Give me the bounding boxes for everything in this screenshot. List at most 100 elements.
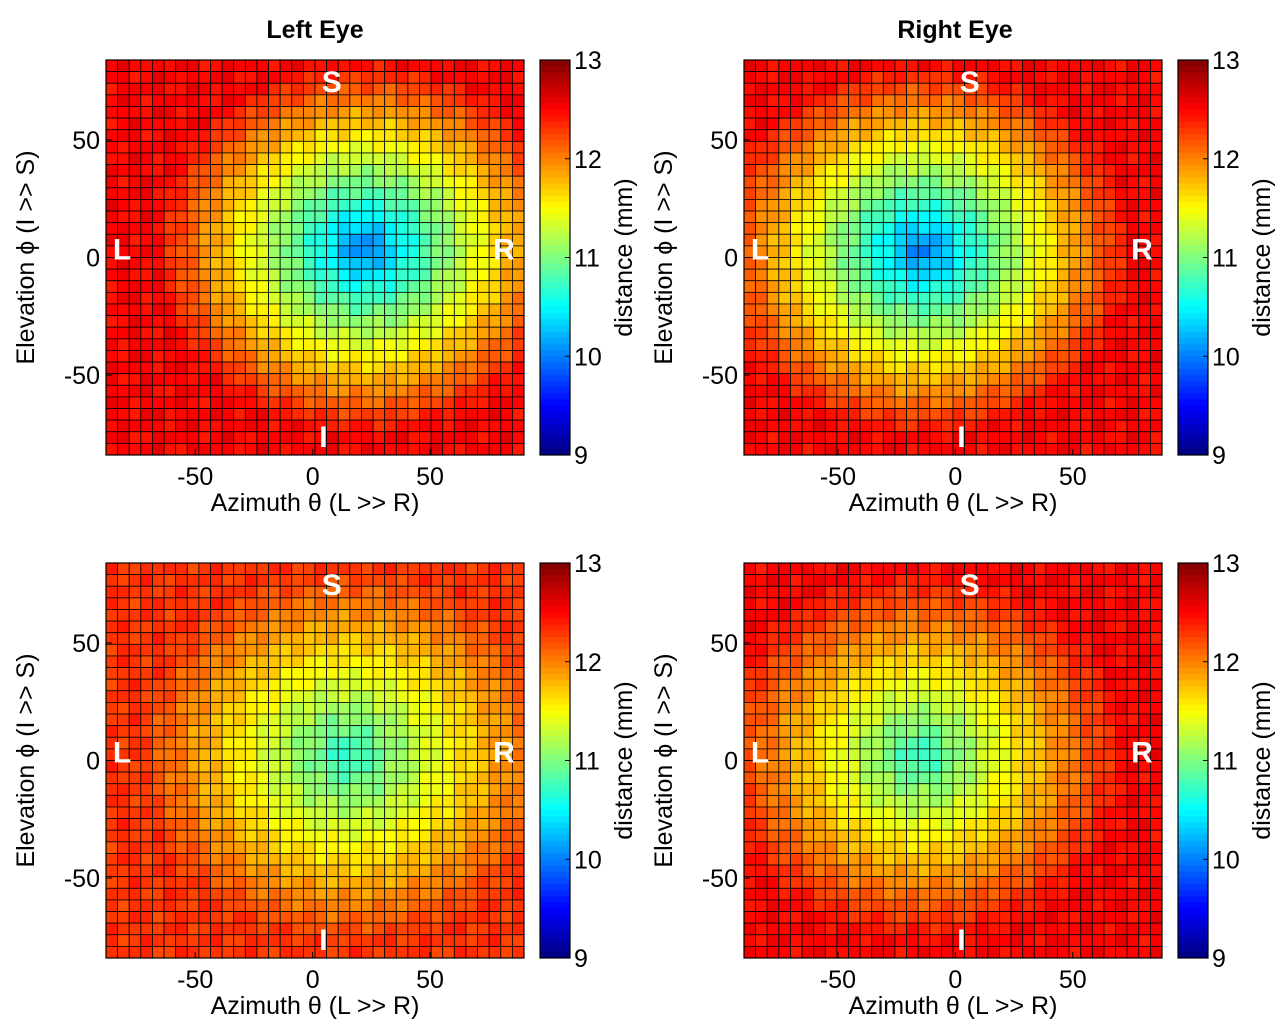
heatmap-cell: [906, 396, 919, 409]
heatmap-cell: [917, 806, 931, 819]
heatmap-cell: [314, 655, 328, 668]
heatmap-cell: [1010, 725, 1024, 738]
heatmap-cell: [128, 771, 142, 785]
heatmap-cell: [848, 396, 861, 409]
heatmap-cell: [987, 59, 1000, 73]
heatmap-cell: [500, 678, 513, 692]
heatmap-cell: [801, 876, 815, 889]
heatmap-cell: [256, 725, 269, 738]
heatmap-cell: [175, 585, 188, 599]
heatmap-cell: [500, 597, 513, 610]
heatmap-cell: [1068, 771, 1082, 785]
heatmap-cell: [105, 678, 119, 692]
heatmap-cell: [871, 210, 884, 224]
heatmap-cell: [1149, 82, 1163, 96]
heatmap-cell: [987, 268, 1000, 282]
heatmap-cell: [917, 59, 931, 73]
heatmap-cell: [1068, 597, 1082, 610]
heatmap-cell: [801, 771, 815, 785]
heatmap-cell: [975, 806, 989, 819]
heatmap-cell: [836, 59, 849, 73]
colorbar-step: [1178, 337, 1208, 345]
heatmap-cell: [488, 199, 502, 212]
heatmap-cell: [511, 911, 525, 924]
heatmap-cell: [511, 361, 525, 375]
heatmap-cell: [233, 187, 246, 200]
heatmap-cell: [952, 620, 966, 634]
heatmap-cell: [766, 140, 780, 154]
heatmap-cell: [349, 771, 362, 785]
heatmap-cell: [198, 419, 211, 433]
heatmap-cell: [140, 794, 153, 808]
heatmap-cell: [210, 315, 223, 328]
heatmap-cell: [1022, 152, 1035, 165]
heatmap-cell: [140, 876, 153, 889]
heatmap-cell: [291, 419, 304, 433]
x-tick-label: 50: [416, 966, 444, 994]
heatmap-cell: [500, 562, 513, 576]
heatmap-cell: [291, 291, 304, 305]
heatmap-cell: [163, 71, 177, 84]
heatmap-cell: [871, 291, 884, 305]
heatmap-cell: [372, 315, 386, 328]
colorbar-step: [1178, 134, 1208, 141]
heatmap-cell: [906, 268, 919, 282]
heatmap-cell: [1080, 117, 1093, 131]
heatmap-cell: [1080, 338, 1093, 351]
heatmap-cells: [743, 59, 1163, 456]
heatmap-cell: [117, 175, 130, 189]
heatmap-cell: [952, 853, 966, 866]
heatmap-cell: [801, 431, 815, 444]
heatmap-cell: [1126, 597, 1140, 610]
colorbar-step: [540, 667, 570, 675]
heatmap-cell: [291, 106, 304, 119]
heatmap-cell: [790, 585, 803, 599]
heatmap-cell: [256, 748, 269, 761]
heatmap-cell: [813, 129, 826, 142]
heatmap-cell: [1091, 431, 1105, 444]
heatmap-cell: [407, 853, 420, 866]
heatmap-cell: [128, 783, 142, 796]
colorbar-tick-label: 13: [574, 550, 602, 578]
heatmap-cell: [361, 164, 374, 177]
heatmap-cell: [1033, 736, 1047, 750]
heatmap-cell: [871, 245, 884, 258]
heatmap-cell: [140, 442, 153, 456]
heatmap-cell: [291, 245, 304, 258]
heatmap-cell: [256, 934, 269, 947]
heatmap-cell: [395, 384, 409, 398]
colorbar-step: [540, 399, 570, 407]
heatmap-cell: [1103, 841, 1116, 854]
heatmap-cell: [1080, 140, 1093, 154]
heatmap-cell: [964, 667, 977, 680]
heatmap-cell: [1138, 164, 1151, 177]
heatmap-cell: [430, 117, 444, 131]
heatmap-cell: [430, 643, 444, 657]
heatmap-cell: [824, 431, 838, 444]
heatmap-cell: [917, 643, 931, 657]
heatmap-cell: [268, 667, 281, 680]
heatmap-cell: [1091, 771, 1105, 785]
heatmap-cell: [778, 408, 791, 421]
heatmap-cell: [407, 408, 420, 421]
heatmap-cell: [1045, 760, 1058, 773]
heatmap-cell: [1126, 384, 1140, 398]
heatmap-cell: [1138, 667, 1151, 680]
heatmap-cell: [453, 117, 467, 131]
heatmap-cell: [140, 396, 153, 409]
heatmap-cell: [894, 303, 907, 316]
heatmap-cell: [256, 864, 269, 878]
heatmap-cell: [314, 187, 328, 200]
heatmap-cell: [929, 245, 942, 258]
heatmap-cell: [917, 338, 931, 351]
heatmap-cell: [1057, 620, 1070, 634]
heatmap-cell: [999, 794, 1012, 808]
heatmap-cell: [813, 199, 826, 212]
heatmap-cell: [465, 632, 478, 645]
heatmap-cell: [140, 152, 153, 165]
heatmap-cell: [500, 876, 513, 889]
heatmap-cell: [999, 71, 1012, 84]
heatmap-cell: [964, 129, 977, 142]
heatmap-cell: [105, 713, 119, 727]
heatmap-cell: [372, 655, 386, 668]
